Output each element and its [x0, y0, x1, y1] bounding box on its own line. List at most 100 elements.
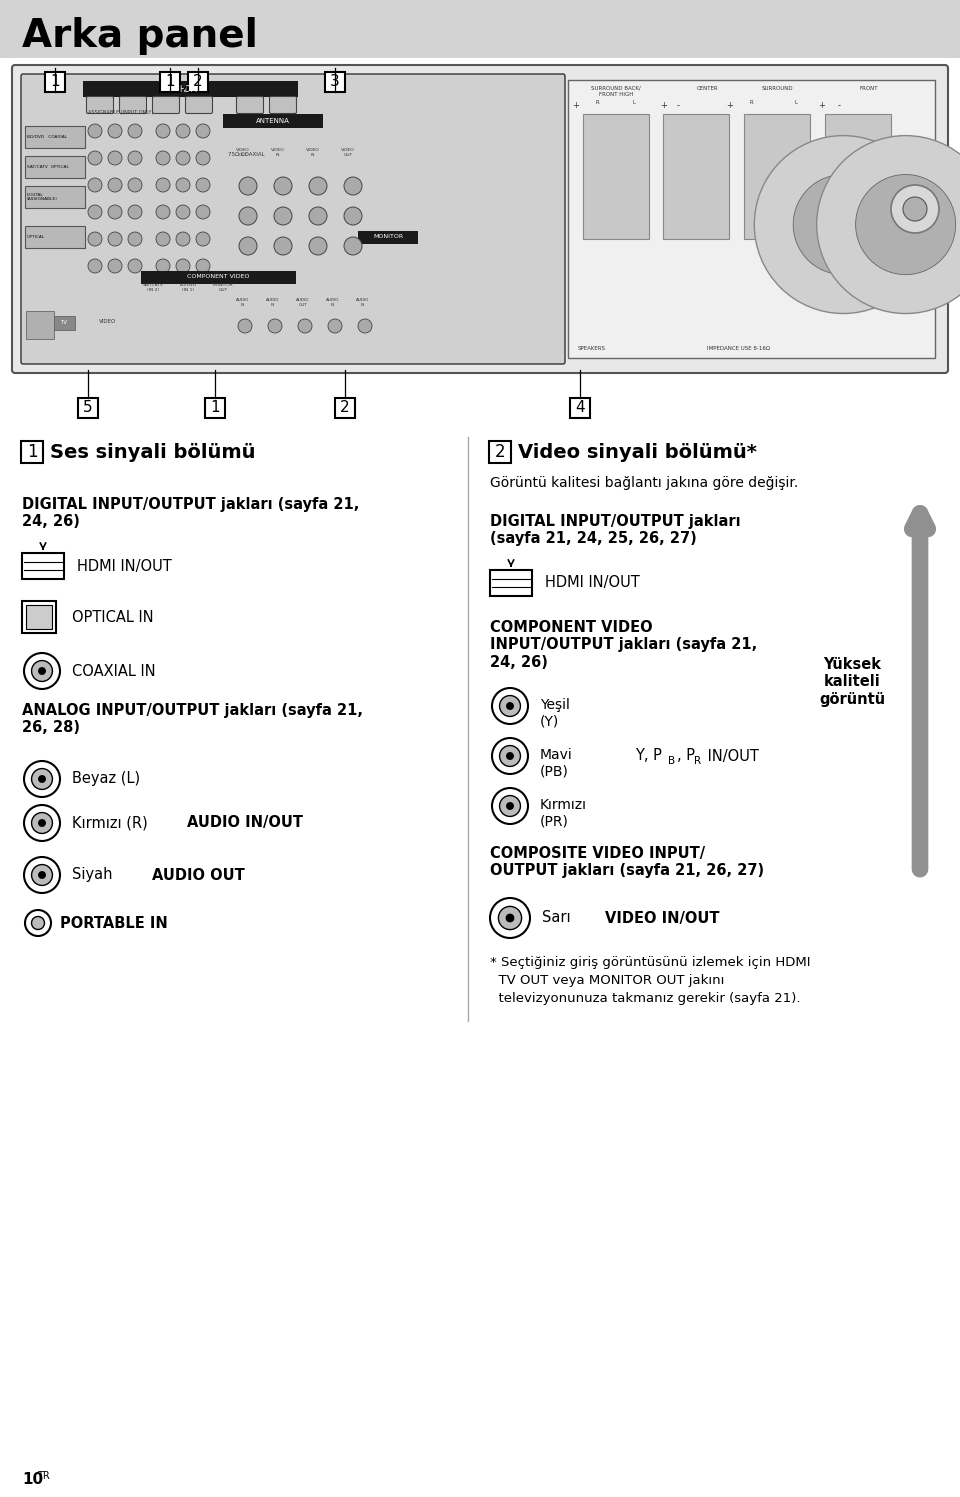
- Text: AUDIO
IN: AUDIO IN: [266, 298, 279, 307]
- Circle shape: [32, 768, 53, 789]
- Text: VIDEO
IN: VIDEO IN: [306, 148, 320, 157]
- Text: SAT/CATV  OPTICAL: SAT/CATV OPTICAL: [27, 165, 69, 169]
- Text: VIDEO
OUT: VIDEO OUT: [341, 148, 355, 157]
- Text: 2: 2: [494, 443, 505, 461]
- Text: Beyaz (L): Beyaz (L): [72, 771, 140, 786]
- Bar: [141, 271, 296, 284]
- Circle shape: [128, 151, 142, 165]
- Text: OPTICAL IN: OPTICAL IN: [72, 609, 154, 624]
- FancyBboxPatch shape: [25, 186, 85, 208]
- Circle shape: [24, 653, 60, 689]
- Circle shape: [176, 124, 190, 138]
- Circle shape: [176, 178, 190, 192]
- Bar: [570, 398, 590, 418]
- Text: IMPEDANCE USE 8-16Ω: IMPEDANCE USE 8-16Ω: [708, 346, 771, 350]
- Text: SAT/CATV
(IN 2): SAT/CATV (IN 2): [143, 283, 163, 292]
- Text: COMPOSITE VIDEO INPUT/
OUTPUT jakları (sayfa 21, 26, 27): COMPOSITE VIDEO INPUT/ OUTPUT jakları (s…: [490, 846, 764, 879]
- Text: 1: 1: [50, 75, 60, 90]
- FancyBboxPatch shape: [153, 96, 180, 114]
- Circle shape: [32, 660, 53, 681]
- Text: SURROUND: SURROUND: [761, 85, 793, 91]
- Circle shape: [196, 124, 210, 138]
- Text: Y, P: Y, P: [635, 748, 661, 763]
- Text: FRONT: FRONT: [860, 85, 878, 91]
- Text: 10: 10: [22, 1473, 43, 1488]
- Bar: [583, 114, 649, 240]
- Circle shape: [817, 136, 960, 313]
- Text: VIDEO
IN: VIDEO IN: [271, 148, 285, 157]
- Bar: [45, 72, 65, 91]
- Bar: [325, 72, 345, 91]
- Text: 1: 1: [210, 401, 220, 416]
- Bar: [26, 605, 52, 629]
- Text: 75Ω COAXIAL: 75Ω COAXIAL: [228, 153, 265, 157]
- FancyBboxPatch shape: [270, 96, 297, 114]
- Text: 2: 2: [193, 75, 203, 90]
- Text: COMPONENT VIDEO
INPUT/OUTPUT jakları (sayfa 21,
24, 26): COMPONENT VIDEO INPUT/OUTPUT jakları (sa…: [490, 620, 757, 669]
- Circle shape: [344, 207, 362, 225]
- Circle shape: [492, 689, 528, 725]
- Text: OPTICAL: OPTICAL: [27, 235, 45, 240]
- Circle shape: [506, 702, 514, 710]
- Text: R: R: [750, 100, 754, 105]
- FancyBboxPatch shape: [12, 64, 948, 373]
- Text: * Seçtiğiniz giriş görüntüsünü izlemek için HDMI: * Seçtiğiniz giriş görüntüsünü izlemek i…: [490, 957, 810, 969]
- Circle shape: [309, 207, 327, 225]
- Text: Video sinyali bölümü*: Video sinyali bölümü*: [518, 443, 756, 461]
- Circle shape: [128, 259, 142, 272]
- Text: R: R: [595, 100, 599, 105]
- Text: Ses sinyali bölümü: Ses sinyali bölümü: [50, 443, 255, 461]
- Text: Görüntü kalitesi bağlantı jakına göre değişir.: Görüntü kalitesi bağlantı jakına göre de…: [490, 476, 799, 490]
- Text: L: L: [794, 100, 797, 105]
- Text: Arka panel: Arka panel: [22, 16, 258, 55]
- Text: +: +: [660, 100, 667, 109]
- Circle shape: [490, 898, 530, 939]
- Circle shape: [38, 819, 46, 826]
- FancyBboxPatch shape: [86, 96, 113, 114]
- Text: AUDIO
IN: AUDIO IN: [356, 298, 370, 307]
- FancyBboxPatch shape: [25, 126, 85, 148]
- Text: DIGITAL INPUT/OUTPUT jakları (sayfa 21,
24, 26): DIGITAL INPUT/OUTPUT jakları (sayfa 21, …: [22, 497, 359, 530]
- Text: 1: 1: [27, 443, 37, 461]
- Circle shape: [88, 232, 102, 246]
- Text: 2: 2: [340, 401, 349, 416]
- Circle shape: [492, 787, 528, 823]
- Circle shape: [344, 177, 362, 195]
- Text: VIDEO
OUT: VIDEO OUT: [236, 148, 250, 157]
- Circle shape: [344, 237, 362, 254]
- Text: COAXIAL IN: COAXIAL IN: [72, 663, 156, 678]
- Text: VIDEO: VIDEO: [100, 319, 116, 323]
- Bar: [358, 231, 418, 244]
- Text: BD/DVD   COAXIAL: BD/DVD COAXIAL: [27, 135, 67, 139]
- Text: Yeşil
(Y): Yeşil (Y): [540, 698, 570, 728]
- Bar: [825, 114, 891, 240]
- Bar: [335, 398, 355, 418]
- Circle shape: [499, 696, 520, 717]
- Circle shape: [108, 259, 122, 272]
- Circle shape: [239, 207, 257, 225]
- Circle shape: [88, 151, 102, 165]
- Text: HDMI IN/OUT: HDMI IN/OUT: [77, 558, 172, 573]
- Text: ANALOG INPUT/OUTPUT jakları (sayfa 21,
26, 28): ANALOG INPUT/OUTPUT jakları (sayfa 21, 2…: [22, 704, 363, 735]
- Text: Siyah: Siyah: [72, 867, 112, 883]
- Text: AUDIO
IN: AUDIO IN: [236, 298, 250, 307]
- Text: Kırmızı
(PR): Kırmızı (PR): [540, 798, 587, 828]
- Text: B: B: [668, 756, 675, 766]
- Text: AUDIO OUT: AUDIO OUT: [152, 867, 245, 883]
- Bar: [53, 316, 75, 329]
- FancyBboxPatch shape: [26, 311, 54, 338]
- Text: HDMI IN/OUT: HDMI IN/OUT: [545, 575, 639, 590]
- Circle shape: [498, 906, 521, 930]
- FancyBboxPatch shape: [119, 96, 147, 114]
- Text: CENTER: CENTER: [697, 85, 718, 91]
- Text: +: +: [572, 100, 579, 109]
- Bar: [160, 72, 180, 91]
- Circle shape: [24, 760, 60, 796]
- Circle shape: [176, 259, 190, 272]
- Bar: [568, 79, 935, 358]
- Text: AUDIO IN/OUT: AUDIO IN/OUT: [187, 816, 303, 831]
- Text: -: -: [677, 100, 680, 109]
- Circle shape: [239, 177, 257, 195]
- FancyBboxPatch shape: [25, 226, 85, 249]
- Bar: [744, 114, 810, 240]
